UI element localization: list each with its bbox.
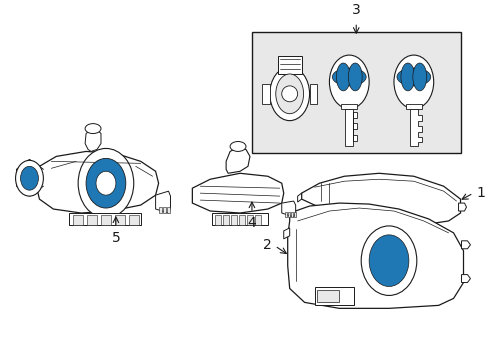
Polygon shape [283, 228, 289, 239]
Bar [287, 212, 289, 217]
Polygon shape [461, 241, 469, 249]
Ellipse shape [368, 235, 408, 287]
Polygon shape [301, 173, 460, 224]
Polygon shape [341, 104, 357, 109]
Bar [284, 212, 286, 217]
Ellipse shape [85, 123, 101, 134]
Polygon shape [314, 288, 353, 305]
Polygon shape [277, 56, 301, 74]
Ellipse shape [329, 55, 368, 109]
Polygon shape [345, 109, 357, 147]
Ellipse shape [96, 171, 116, 195]
Bar [254, 215, 261, 225]
Polygon shape [69, 213, 141, 225]
Polygon shape [458, 203, 466, 211]
Ellipse shape [16, 160, 43, 196]
Polygon shape [85, 130, 101, 152]
Ellipse shape [400, 63, 414, 91]
Bar [223, 215, 229, 225]
Text: 2: 2 [263, 238, 271, 252]
Polygon shape [192, 173, 283, 213]
Ellipse shape [78, 148, 134, 218]
Ellipse shape [332, 68, 366, 86]
Text: 5: 5 [111, 231, 120, 245]
Bar [101, 215, 111, 225]
Bar [128, 215, 139, 225]
Ellipse shape [20, 166, 39, 190]
Polygon shape [212, 213, 267, 225]
Ellipse shape [269, 67, 309, 121]
Bar [158, 207, 161, 213]
Bar [231, 215, 237, 225]
Ellipse shape [275, 74, 303, 114]
Ellipse shape [412, 63, 426, 91]
Text: 3: 3 [351, 3, 360, 17]
Bar [293, 212, 295, 217]
Polygon shape [287, 203, 463, 309]
Bar [246, 215, 252, 225]
Bar [87, 215, 97, 225]
Bar [115, 215, 124, 225]
Bar [290, 212, 292, 217]
Polygon shape [36, 152, 158, 213]
Text: 4: 4 [247, 216, 256, 230]
Ellipse shape [86, 158, 125, 208]
Polygon shape [405, 104, 421, 109]
Bar [215, 215, 221, 225]
Polygon shape [297, 193, 301, 202]
Polygon shape [262, 84, 269, 104]
Ellipse shape [347, 63, 362, 91]
Bar [162, 207, 165, 213]
Ellipse shape [396, 68, 430, 86]
Bar [73, 215, 83, 225]
Polygon shape [155, 191, 170, 213]
Polygon shape [281, 201, 295, 217]
Ellipse shape [281, 86, 297, 102]
Ellipse shape [361, 226, 416, 296]
Polygon shape [225, 148, 249, 173]
Polygon shape [309, 84, 317, 104]
Bar [166, 207, 169, 213]
Polygon shape [409, 109, 421, 147]
Text: 1: 1 [475, 186, 484, 200]
Bar [239, 215, 244, 225]
Bar [251, 32, 460, 153]
Polygon shape [317, 291, 339, 302]
Ellipse shape [336, 63, 349, 91]
Ellipse shape [393, 55, 433, 109]
Polygon shape [461, 275, 469, 283]
Ellipse shape [230, 141, 245, 152]
